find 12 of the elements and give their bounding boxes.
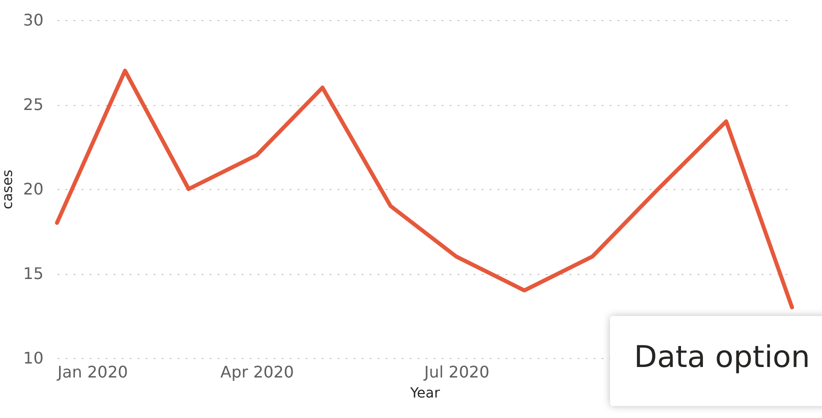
y-axis-title: cases bbox=[0, 170, 16, 210]
tooltip-popup: Data option bbox=[610, 316, 822, 406]
x-tick-label: Jan 2020 bbox=[56, 362, 128, 382]
y-tick-label: 15 bbox=[23, 264, 44, 283]
y-tick-label: 30 bbox=[23, 10, 44, 30]
x-tick-label: Jul 2020 bbox=[423, 362, 490, 382]
x-axis-title: Year bbox=[409, 386, 440, 402]
y-tick-label: 20 bbox=[23, 180, 44, 198]
line-series bbox=[55, 68, 794, 310]
y-tick-label: 25 bbox=[23, 95, 44, 114]
x-tick-label: Apr 2020 bbox=[220, 362, 294, 382]
y-tick-label: 10 bbox=[23, 348, 44, 368]
